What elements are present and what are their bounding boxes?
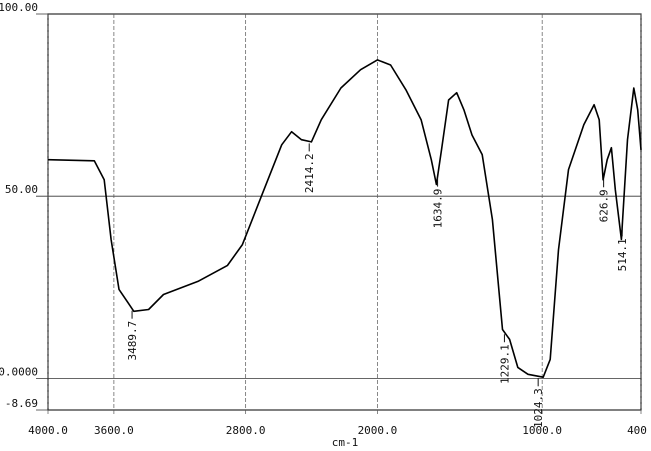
peak-label: 2414.2 xyxy=(303,153,316,193)
x-tick-label: 2000.0 xyxy=(358,424,398,437)
x-tick-label: 1000.0 xyxy=(522,424,562,437)
peak-label: 1229.1 xyxy=(498,344,511,384)
x-tick-label: 3600.0 xyxy=(94,424,134,437)
y-tick-label: -8.69 xyxy=(5,397,38,410)
peak-label: 1024.3 xyxy=(532,388,545,428)
y-tick-label: 100.00 xyxy=(0,1,38,14)
x-tick-label: 400 xyxy=(627,424,647,437)
peak-label: 3489.7 xyxy=(126,321,139,361)
peak-label: 626.9 xyxy=(598,189,611,222)
peak-label: 514.1 xyxy=(616,238,629,271)
x-tick-label: 4000.0 xyxy=(28,424,68,437)
x-tick-label: 2800.0 xyxy=(226,424,266,437)
x-axis-label: cm-1 xyxy=(332,436,359,449)
peak-label: 1634.9 xyxy=(432,189,445,229)
spectrum-line xyxy=(47,59,642,378)
y-tick-label: 0.0000 xyxy=(0,365,38,378)
y-tick-label: 50.00 xyxy=(5,183,38,196)
